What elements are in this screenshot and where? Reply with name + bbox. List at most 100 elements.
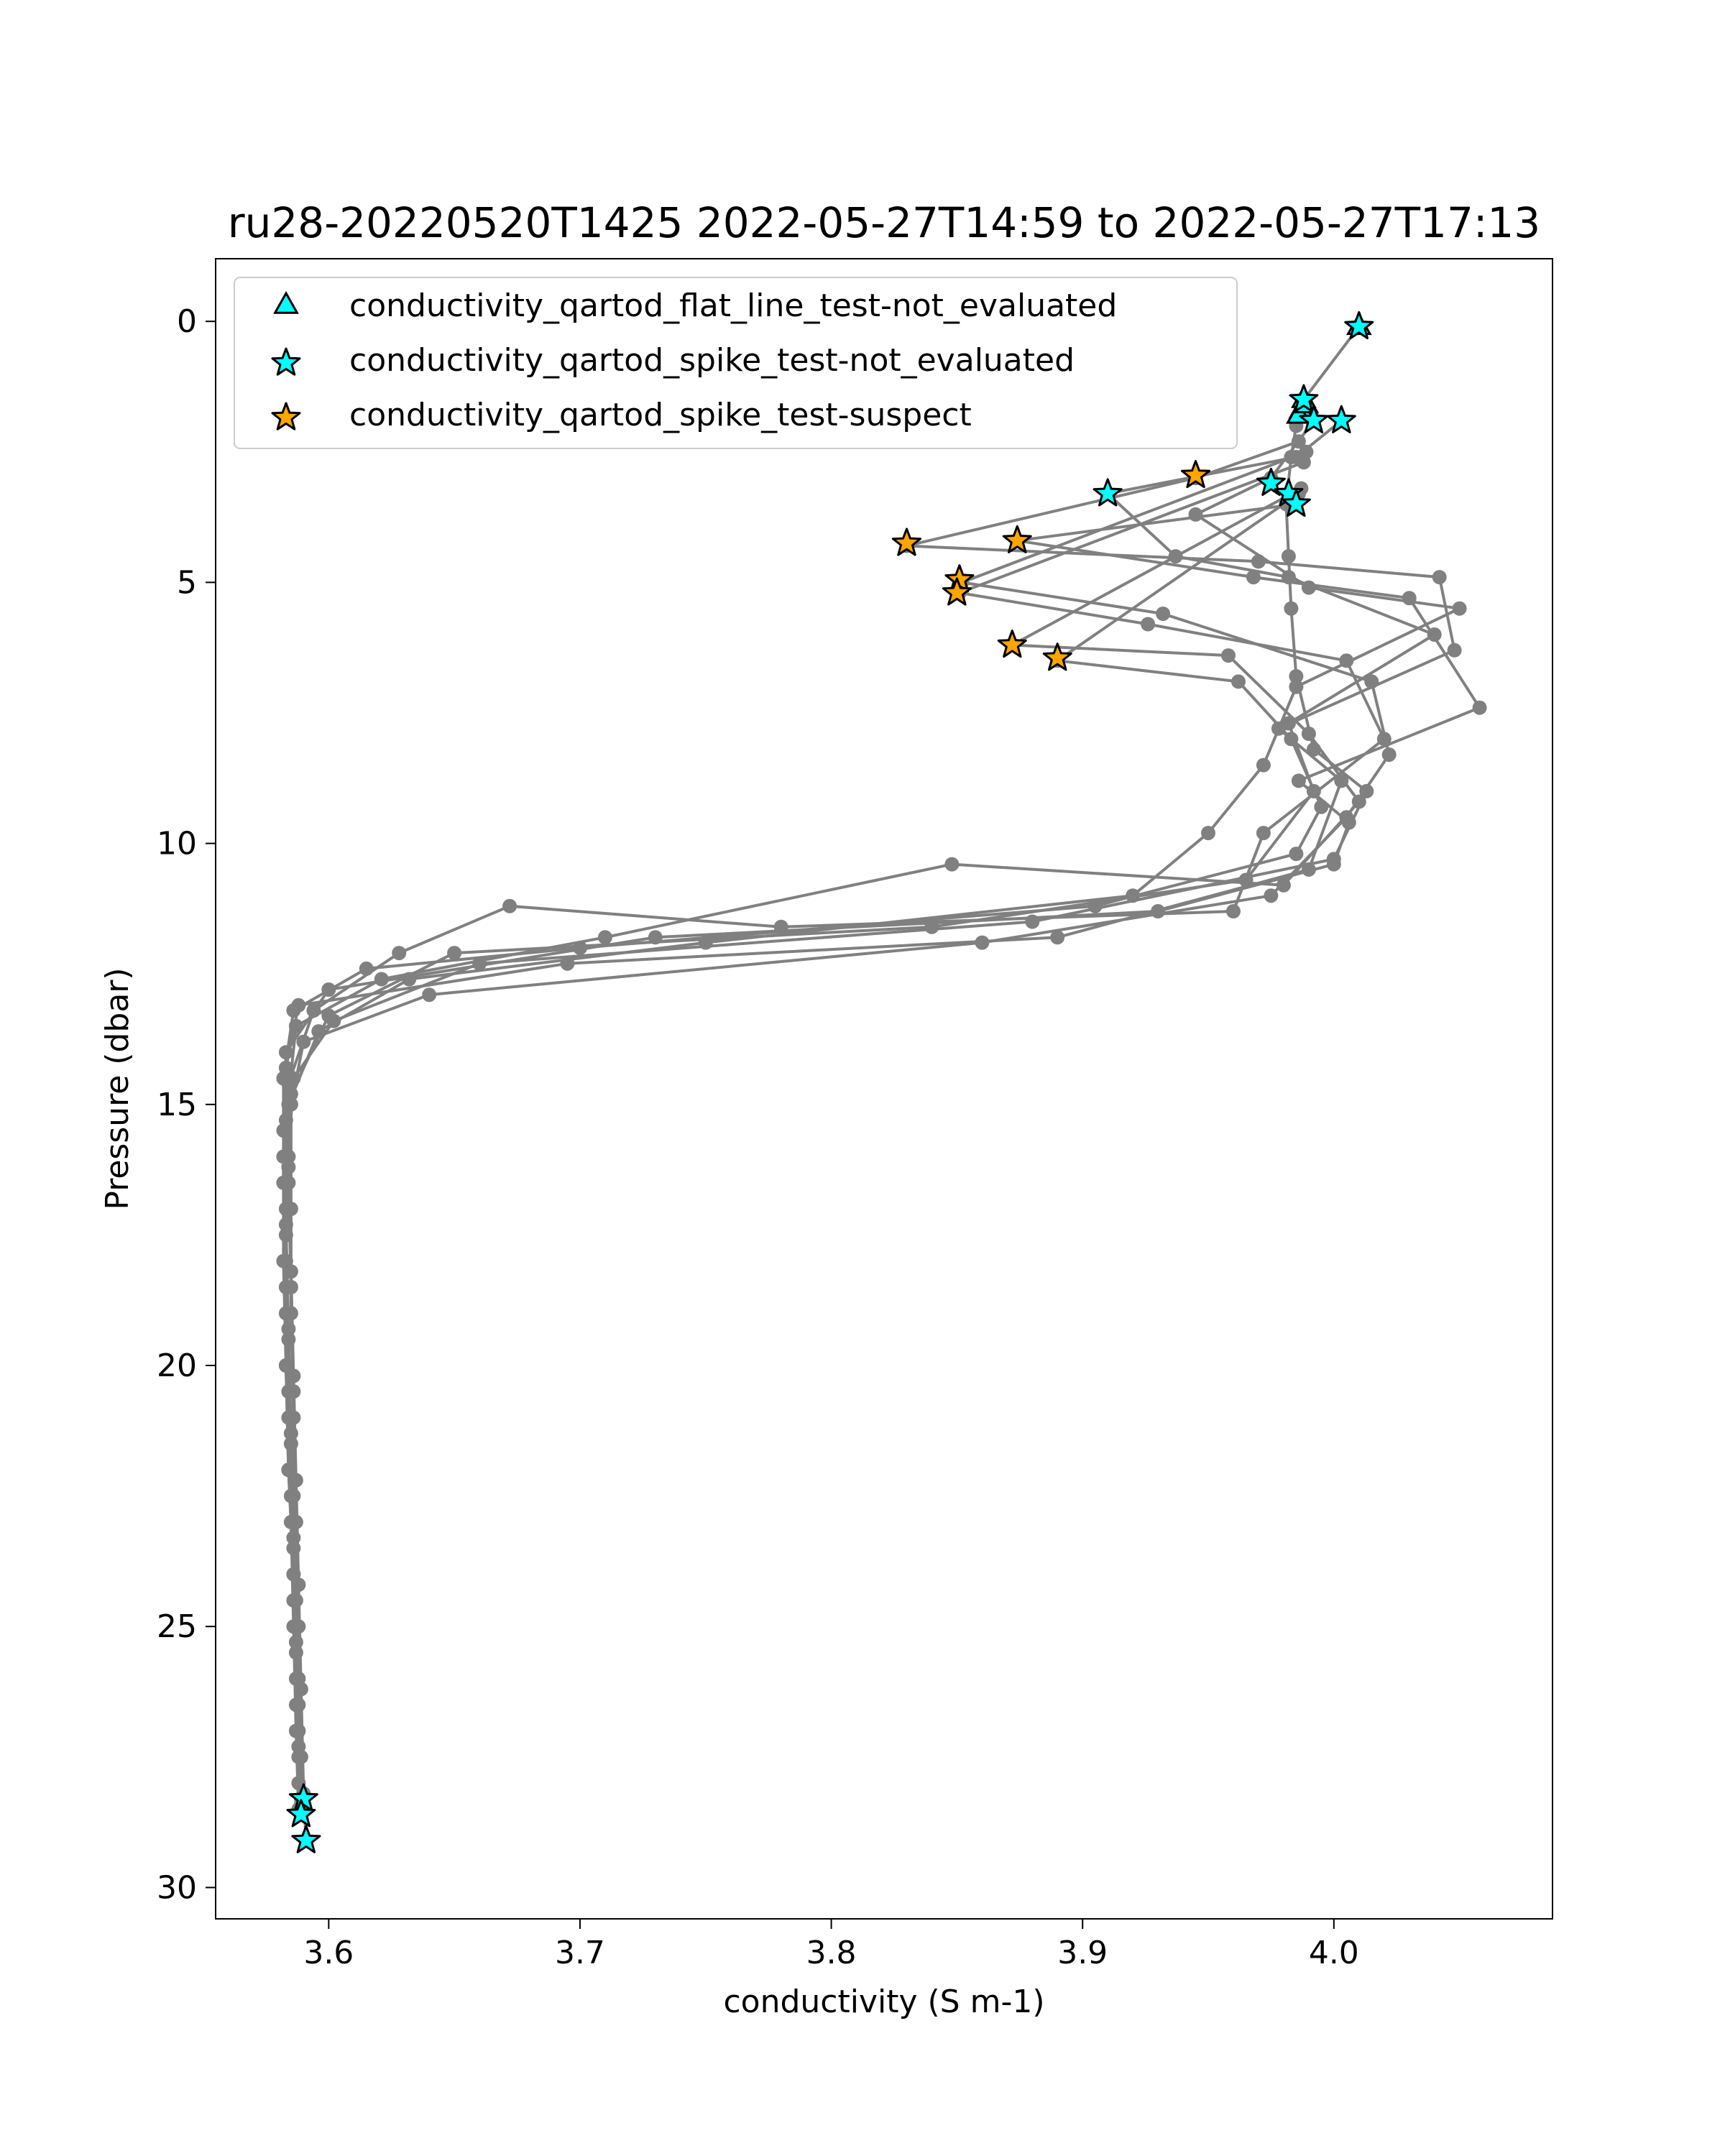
- spike-not-evaluated-marker: [286, 1799, 316, 1828]
- legend-star-marker-icon: [271, 347, 301, 376]
- y-tick-label: 0: [177, 303, 197, 340]
- spike-suspect-marker: [942, 577, 972, 606]
- profile-point: [1291, 773, 1306, 788]
- profile-point: [288, 1697, 303, 1713]
- profile-point: [286, 1003, 301, 1018]
- legend-label: conductivity_qartod_spike_test-not_evalu…: [349, 342, 1075, 379]
- profile-point: [1452, 601, 1467, 616]
- profile-point: [1314, 799, 1329, 814]
- spike-suspect-marker: [891, 528, 921, 556]
- profile-line: [282, 440, 1456, 1799]
- x-tick-label: 3.8: [806, 1935, 857, 1971]
- profile-point: [1246, 570, 1261, 585]
- profile-point: [1381, 747, 1397, 763]
- profile-point: [1289, 679, 1304, 694]
- profile-point: [1271, 721, 1286, 736]
- spike-not-evaluated-marker: [1344, 310, 1374, 340]
- profile-point: [1256, 826, 1271, 841]
- profile-point: [560, 956, 575, 971]
- profile-point: [1251, 554, 1266, 569]
- profile-point: [1281, 549, 1296, 564]
- profile-point: [286, 1593, 301, 1608]
- profile-point: [1351, 794, 1366, 809]
- legend-label: conductivity_qartod_spike_test-suspect: [349, 397, 972, 433]
- profile-point: [573, 940, 587, 955]
- profile-point: [1472, 700, 1487, 715]
- x-axis-ticks: 3.6 3.7 3.8 3.9 4.0: [303, 1919, 1359, 1971]
- profile-point: [276, 1175, 291, 1190]
- legend-star-marker-icon: [271, 402, 301, 430]
- plot-content: [276, 310, 1487, 1853]
- profile-point: [1289, 669, 1304, 684]
- profile-point: [359, 961, 374, 976]
- profile-point: [1284, 601, 1299, 616]
- profile-point: [1276, 877, 1291, 893]
- x-tick-label: 3.7: [555, 1935, 605, 1971]
- spike-not-evaluated-marker: [1326, 405, 1356, 433]
- chart-title: ru28-20220520T1425 2022-05-27T14:59 to 2…: [228, 198, 1540, 247]
- profile-point: [374, 972, 389, 987]
- profile-point: [392, 946, 407, 961]
- profile-point: [288, 1635, 303, 1649]
- profile-point: [1301, 727, 1316, 741]
- profile-point: [1156, 607, 1171, 621]
- profile-point: [1289, 847, 1304, 862]
- spike-suspect-marker: [1002, 525, 1032, 553]
- spike-not-evaluated-marker: [291, 1825, 321, 1853]
- axes-frame: [215, 258, 1553, 1920]
- profile-point: [1284, 732, 1299, 747]
- spike-not-evaluated-marker: [1256, 467, 1286, 496]
- profile-point: [944, 857, 960, 872]
- legend-triangle-marker-icon: [273, 290, 299, 314]
- profile-point: [278, 1112, 293, 1128]
- profile-point: [281, 1384, 296, 1399]
- profile-point: [283, 1426, 298, 1441]
- profile-point: [1291, 434, 1306, 449]
- x-tick-label: 3.9: [1057, 1935, 1108, 1971]
- y-tick-label: 5: [177, 564, 197, 601]
- x-tick-label: 3.6: [303, 1935, 354, 1971]
- spike-not-evaluated-marker: [1299, 405, 1329, 433]
- profile-point: [975, 935, 990, 950]
- legend-star-marker-icon: [271, 347, 301, 376]
- profile-point: [597, 930, 612, 945]
- profile-point: [1296, 455, 1311, 470]
- spike-suspect-marker: [1042, 642, 1072, 671]
- legend-box: [234, 277, 1238, 449]
- profile-point: [1339, 653, 1354, 668]
- legend-label: conductivity_qartod_flat_line_test-not_e…: [349, 287, 1117, 324]
- profile-point: [502, 898, 518, 913]
- profile-point: [278, 1280, 293, 1294]
- profile-point: [1087, 898, 1103, 913]
- y-tick-label: 25: [157, 1608, 197, 1645]
- profile-line: [284, 487, 1361, 1815]
- x-axis-label: conductivity (S m-1): [723, 1984, 1044, 2020]
- profile-point: [321, 1008, 336, 1023]
- y-axis-label: Pressure (dbar): [99, 967, 136, 1210]
- profile-point: [278, 1217, 293, 1232]
- y-tick-label: 10: [157, 826, 197, 862]
- profile-point: [1256, 757, 1271, 773]
- profile-point: [1188, 507, 1203, 522]
- profile-point: [286, 1530, 301, 1545]
- profile-point: [1231, 674, 1246, 689]
- profile-point: [1376, 732, 1392, 747]
- profile-point: [422, 987, 437, 1003]
- spike-not-evaluated-marker: [1281, 488, 1311, 517]
- profile-point: [276, 1071, 291, 1086]
- profile-point: [1050, 930, 1065, 945]
- profile-point: [1264, 888, 1279, 903]
- y-tick-label: 20: [157, 1348, 197, 1384]
- y-tick-label: 15: [157, 1087, 197, 1123]
- profile-point: [1447, 642, 1462, 658]
- profile-point: [1402, 591, 1417, 606]
- profile-line: [282, 492, 1323, 1784]
- profile-point: [1432, 570, 1447, 585]
- profile-point: [1326, 857, 1341, 872]
- y-axis-ticks: 0 5 10 15 20 25 30: [157, 303, 216, 1906]
- profile-point: [1201, 826, 1215, 841]
- profile-point: [283, 1488, 298, 1503]
- profile-point: [1221, 648, 1236, 663]
